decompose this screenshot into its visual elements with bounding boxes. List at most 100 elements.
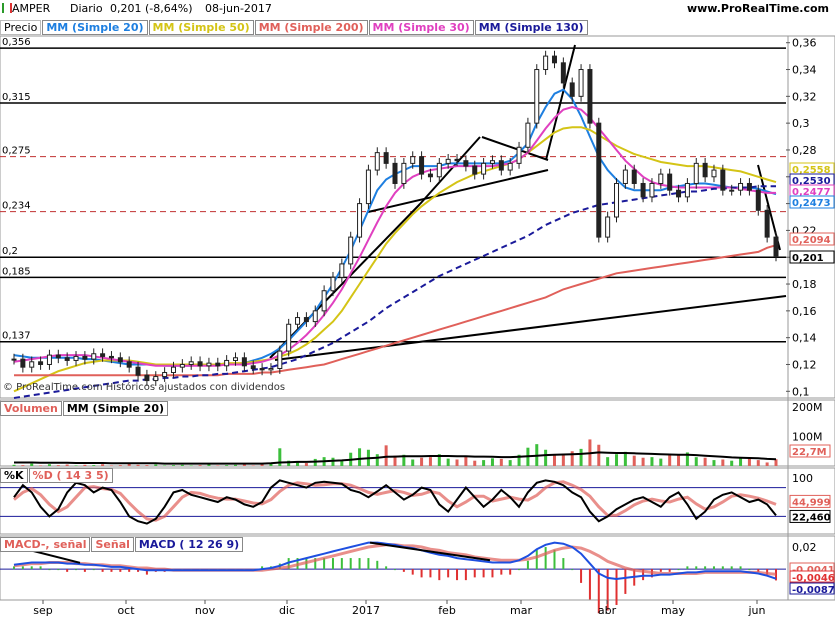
macd-histogram-bar [721,566,724,570]
price-candle [631,169,637,184]
volume-bar [606,457,610,466]
legend-sma20[interactable]: MM (Simple 20) [42,20,148,35]
volume-bar [420,457,424,466]
month-label: nov [195,604,216,617]
last-value-tag [789,195,835,209]
macd-senal-label[interactable]: Señal [91,537,134,552]
indicator-legend: Precio MM (Simple 20) MM (Simple 50) MM … [0,20,589,35]
panel-frame-vol [0,399,835,467]
volume-bar [747,458,751,466]
symbol-name[interactable]: AMPER [12,2,51,15]
stoch-k-label[interactable]: %K [0,468,28,483]
volume-bar [21,465,25,466]
macd-histogram-bar [57,569,60,571]
macd-histogram-bar [500,569,503,575]
volume-bar [384,445,388,466]
volume-bar [39,465,43,466]
volume-bar [216,465,220,466]
macd-histogram-bar [287,558,290,570]
site-label[interactable]: www.ProRealTime.com [686,2,829,15]
price-candle [277,350,283,370]
volume-bar [65,464,69,466]
panel-frame-macd [0,535,835,601]
volume-bar [712,460,716,466]
price-candle [516,146,522,164]
price-candle [640,182,646,198]
level-label: 0,275 [2,146,31,157]
price-candle [215,362,221,367]
volume-tick-label: 100M [792,430,823,443]
price-candle [596,122,602,238]
macd-histogram-bar [642,569,645,581]
symbol-icon [2,3,12,13]
volume-bar [393,455,397,466]
stoch-d-label[interactable]: %D ( 14 3 5) [28,468,113,483]
macd-histogram-bar [659,569,662,572]
volume-bar [109,465,113,466]
volume-bar [136,464,140,466]
price-candle [259,368,265,371]
quote-value: 0,201 (-8,64%) [110,2,193,15]
volume-bar [30,463,34,466]
period-label[interactable]: Diario [70,2,103,15]
volume-bar [694,457,698,466]
volume-bar [552,454,556,466]
volume-ma-label[interactable]: MM (Simple 20) [62,401,169,416]
legend-sma50[interactable]: MM (Simple 50) [148,20,254,35]
macd-histogram-bar [606,569,609,611]
volume-bar [641,457,645,466]
price-candle [667,173,673,191]
price-candle [233,357,239,361]
price-candle [543,55,549,71]
series-line-mm-simple-50- [13,126,777,393]
legend-sma130[interactable]: MM (Simple 130) [474,20,588,35]
volume-bar [127,463,131,466]
stoch-last-tag [789,509,831,523]
trend-line [545,44,576,161]
price-candle [383,152,389,164]
volume-bar [154,464,158,466]
level-label: 0,234 [2,201,31,212]
macd-main-label[interactable]: MACD ( 12 26 9) [134,537,244,552]
legend-sma30[interactable]: MM (Simple 30) [368,20,474,35]
series-line-mm-simple-200- [14,244,777,377]
macd-histogram-bar [597,569,600,614]
stoch-k-line [13,479,777,525]
volume-bar [570,451,574,466]
macd-histogram-bar [588,569,591,600]
price-candle [658,173,664,184]
trend-line [367,169,549,213]
volume-bar [739,457,743,466]
price-candle [321,290,327,312]
macd-histogram-bar [349,558,352,570]
price-candle [374,152,380,171]
volume-label[interactable]: Volumen [0,401,62,416]
last-value-text: 0,2530 [792,176,831,187]
macd-histogram-bar [39,566,42,570]
volume-bar [446,458,450,466]
quote-date: 08-jun-2017 [205,2,272,15]
macd-histogram-bar [712,566,715,570]
price-candle [755,189,761,211]
volume-bar [375,454,379,466]
copyright-note: © ProRealTime.com Históricos ajustados c… [3,382,286,393]
macd-histogram-bar [491,569,494,578]
legend-price[interactable]: Precio [0,20,42,35]
volume-bar [296,461,300,466]
macd-signal-label[interactable]: MACD-, señal [0,537,91,552]
price-candle [401,162,407,184]
price-candle [472,165,478,175]
month-label: may [661,604,685,617]
series-line-mm-simple-20- [13,88,777,367]
month-label: mar [510,604,532,617]
price-candle [534,69,540,124]
volume-bar [437,454,441,466]
macd-histogram-bar [526,560,529,570]
level-label: 0,356 [2,37,31,48]
macd-histogram-bar [13,566,15,570]
macd-histogram-bar [704,566,707,570]
macd-line [13,541,777,581]
chart-header: AMPER Diario 0,201 (-8,64%) 08-jun-2017 … [0,0,835,18]
legend-sma200[interactable]: MM (Simple 200) [254,20,368,35]
